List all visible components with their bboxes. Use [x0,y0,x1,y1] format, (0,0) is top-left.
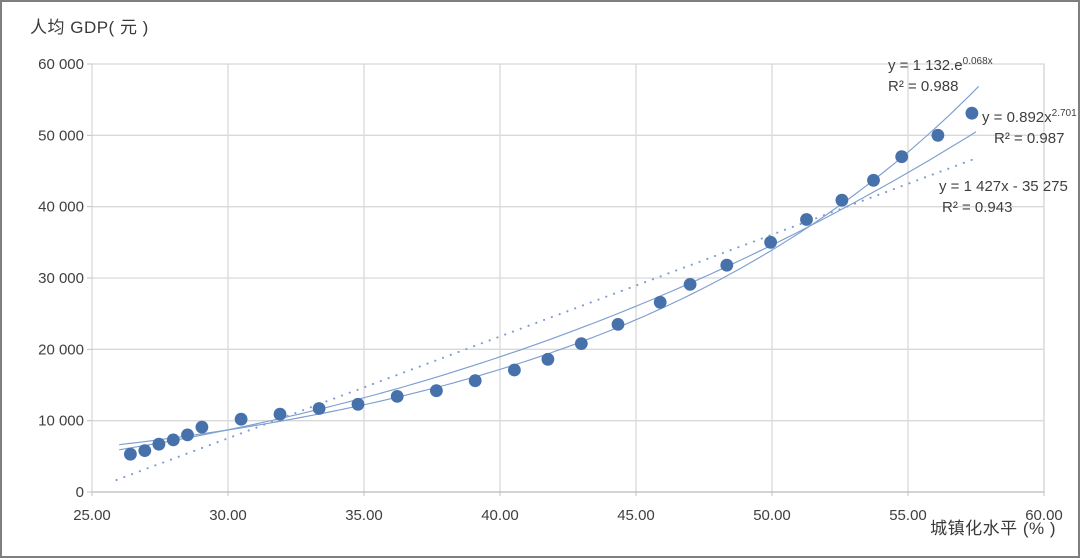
data-point [683,278,697,291]
y-tick-label: 0 [76,484,84,501]
data-point [181,428,194,442]
x-tick-label: 45.00 [617,507,655,524]
y-tick-label: 20 000 [38,341,84,358]
trendline-label-exponential: y = 1 132.e0.068x R² = 0.988 [888,51,993,97]
data-point [800,213,813,226]
data-point [390,390,404,403]
y-tick-label: 40 000 [38,199,84,216]
data-point [312,402,326,415]
x-tick-label: 30.00 [209,507,247,524]
data-point [867,173,880,187]
x-tick-label: 60.00 [1025,507,1063,524]
data-point [508,363,521,377]
y-tick-label: 50 000 [38,127,84,144]
data-point [720,258,734,272]
data-point [764,235,777,249]
chart-title: 人均 GDP( 元 ) [30,18,149,37]
y-tick-label: 10 000 [38,413,84,430]
trendline-equation-exponential: y = 1 132.e0.068x [888,56,993,74]
data-point [138,444,152,457]
trendline-r2-linear: R² = 0.943 [942,199,1013,216]
data-point [835,193,849,207]
trendline-label-linear: y = 1 427x - 35 275 R² = 0.943 [939,172,1068,218]
data-point [653,295,667,309]
data-point [468,374,482,388]
x-tick-label: 40.00 [481,507,519,524]
trendline-label-power: y = 0.892x2.701 R² = 0.987 [982,103,1077,149]
trendline-power [119,131,977,451]
data-point [273,407,287,421]
data-point [574,337,588,350]
x-axis-title: 城镇化水平 (% ) [930,519,1056,538]
x-tick-label: 25.00 [73,507,111,524]
x-tick-label: 50.00 [753,507,791,524]
trendline-r2-power: R² = 0.987 [994,130,1065,147]
data-point [965,106,979,120]
data-point [541,352,555,366]
data-point [611,318,625,331]
data-point [152,437,166,451]
data-point [931,128,945,142]
data-point [234,412,248,426]
y-tick-label: 60 000 [38,56,84,73]
y-tick-label: 30 000 [38,270,84,287]
x-tick-label: 55.00 [889,507,927,524]
x-tick-label: 35.00 [345,507,383,524]
data-point [430,384,443,398]
trendline-equation-power: y = 0.892x2.701 [982,108,1077,126]
data-point [195,420,209,434]
data-point [166,433,180,447]
data-point [351,397,365,411]
trendline-equation-linear: y = 1 427x - 35 275 [939,178,1068,195]
data-point [123,447,137,461]
data-point [895,150,909,164]
trendline-r2-exponential: R² = 0.988 [888,78,959,95]
